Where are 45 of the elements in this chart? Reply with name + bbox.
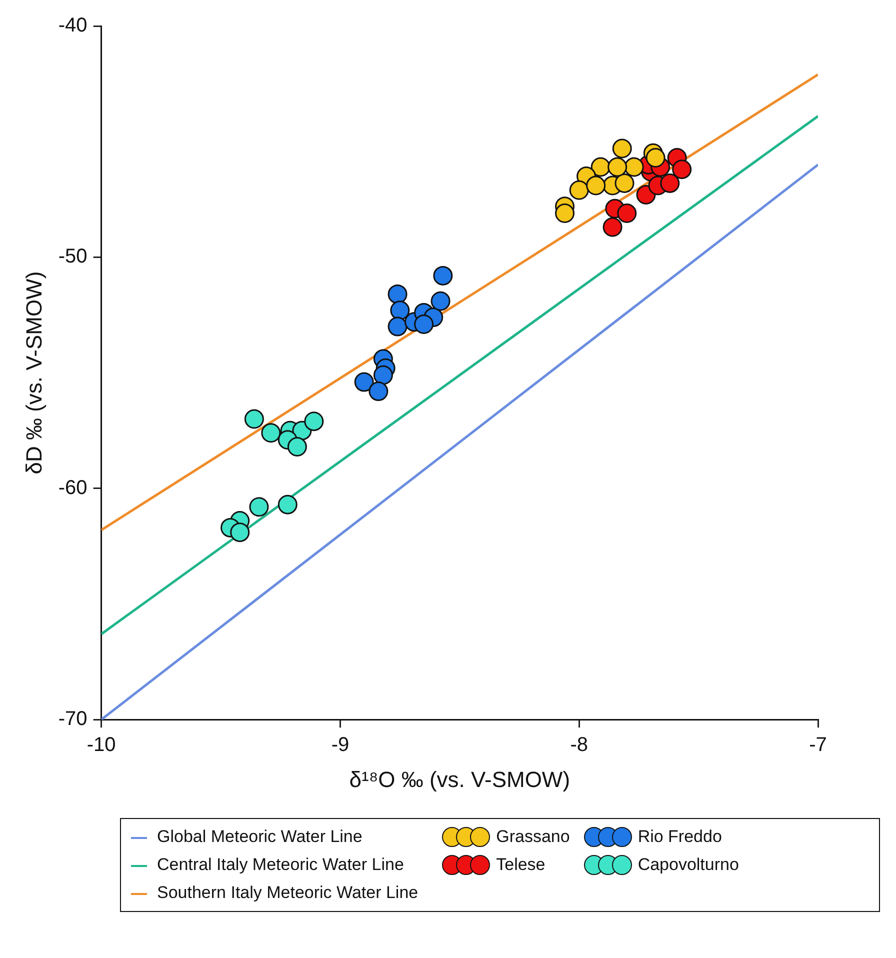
point	[608, 157, 628, 177]
point	[555, 204, 575, 224]
point	[278, 494, 298, 514]
point	[304, 412, 324, 432]
legend-label: Central Italy Meteoric Water Line	[157, 855, 404, 874]
point	[368, 382, 388, 402]
point	[388, 284, 408, 304]
point	[244, 409, 264, 429]
point	[660, 173, 680, 193]
legend-label: Telese	[496, 855, 546, 875]
y-tick-label: -60	[58, 476, 88, 499]
legend-label: Rio Freddo	[638, 827, 722, 847]
point	[672, 160, 692, 180]
point	[230, 522, 250, 542]
legend-label: Capovolturno	[638, 855, 739, 875]
x-axis-title: δ¹⁸O ‰ (vs. V-SMOW)	[349, 766, 570, 792]
point	[354, 372, 374, 392]
legend-label: Global Meteoric Water Line	[157, 827, 362, 846]
point	[614, 173, 634, 193]
point	[390, 300, 410, 320]
y-tick-label: -40	[58, 14, 88, 37]
y-tick-label: -70	[58, 708, 88, 730]
point	[624, 157, 644, 177]
x-tick-label: -10	[86, 734, 116, 756]
point	[414, 314, 434, 334]
point	[287, 437, 307, 457]
point	[646, 148, 666, 168]
point	[249, 497, 269, 517]
point	[569, 180, 589, 200]
point	[261, 423, 281, 443]
point	[430, 291, 450, 311]
x-tick-label: -9	[331, 734, 350, 756]
point	[388, 316, 408, 336]
legend-label: Southern Italy Meteoric Water Line	[157, 883, 418, 902]
point	[602, 217, 622, 237]
point	[617, 204, 637, 224]
y-axis-title: δD ‰ (vs. V-SMOW)	[21, 271, 46, 474]
point	[373, 365, 393, 385]
point	[586, 176, 606, 196]
point	[612, 138, 632, 158]
legend-label: Grassano	[496, 827, 570, 847]
point	[433, 266, 453, 286]
x-tick-label: -7	[809, 734, 827, 756]
x-tick-label: -8	[570, 734, 588, 756]
y-tick-label: -50	[58, 246, 88, 268]
